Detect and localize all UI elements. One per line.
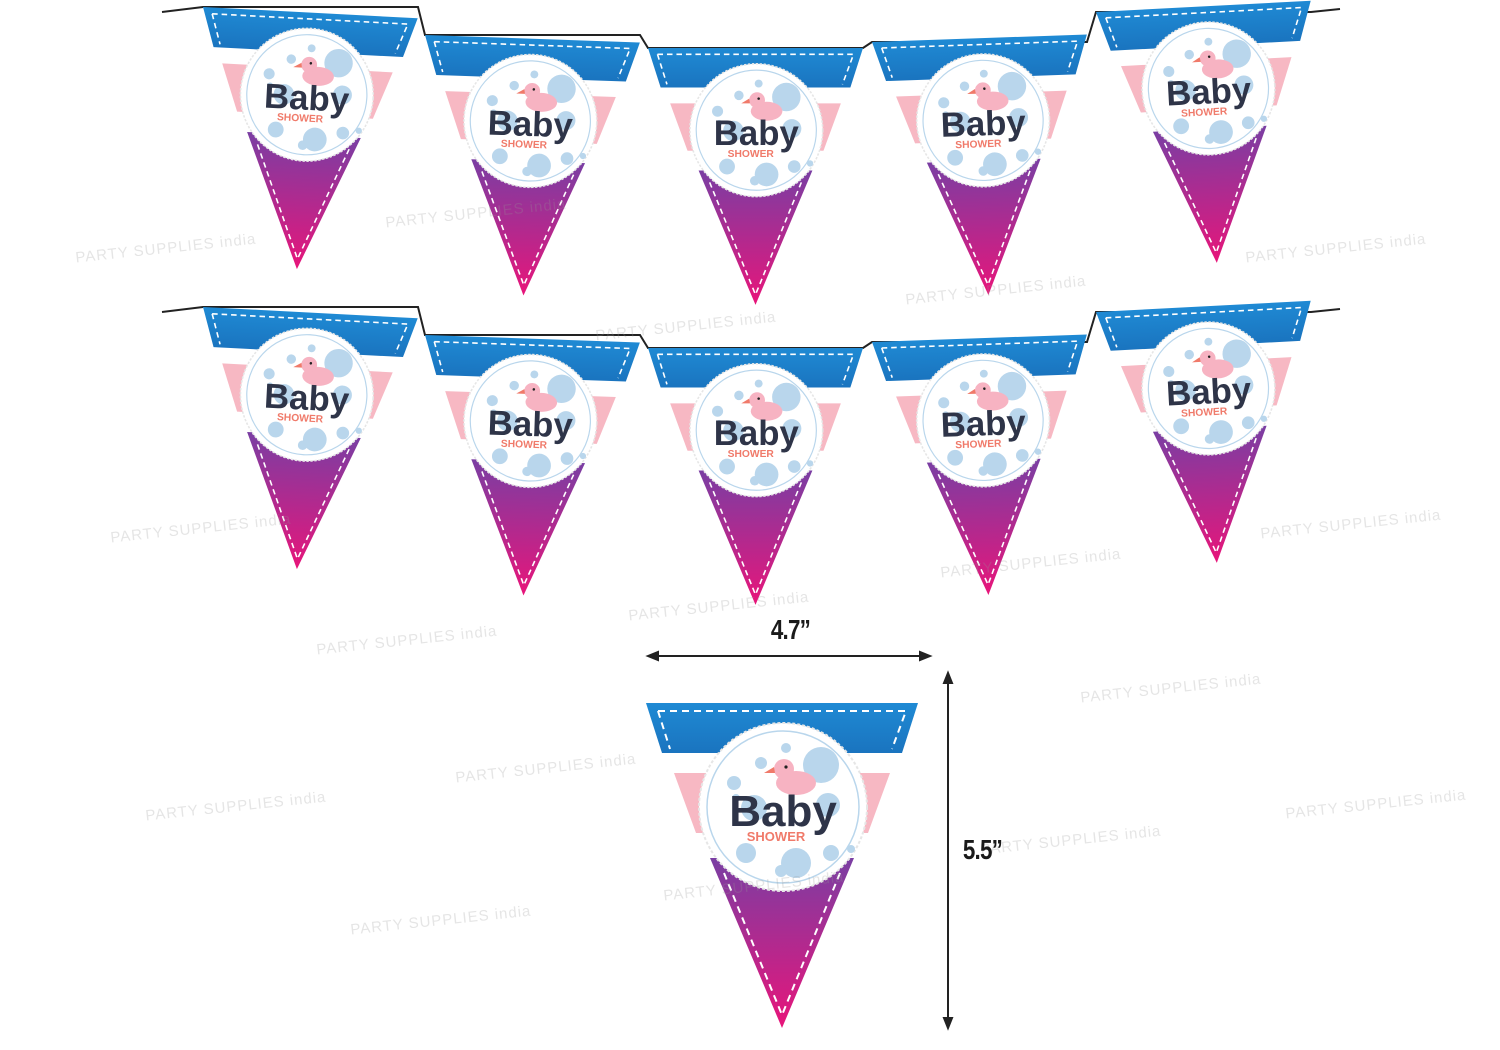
pennant-flag: Baby SHOWER	[648, 48, 863, 305]
pennant-title: Baby	[729, 787, 837, 836]
pennant-title: Baby	[940, 404, 1027, 445]
pennant-title: Baby	[263, 378, 351, 420]
pennant-subtitle: SHOWER	[728, 449, 775, 460]
pennant-triangle	[926, 158, 1041, 295]
pennant-triangle	[698, 470, 813, 605]
pennant-triangle	[471, 159, 586, 296]
pennant-flag: Baby SHOWER	[1096, 300, 1311, 563]
pennant-triangle	[1152, 125, 1267, 263]
pennant-flag: Baby SHOWER	[425, 35, 640, 296]
pennant-flag: Baby SHOWER	[1096, 0, 1311, 263]
pennant-subtitle: SHOWER	[1181, 106, 1228, 119]
pennant-title: Baby	[487, 104, 574, 145]
pennant-title: Baby	[1165, 71, 1253, 113]
rubber-duck-icon	[967, 82, 1009, 111]
pennant-title: Baby	[487, 404, 574, 445]
pennant-subtitle: SHOWER	[747, 829, 806, 844]
pennant-title: Baby	[940, 104, 1027, 145]
pennant-triangle	[698, 170, 813, 305]
pennant-flag-enlarged: Baby SHOWER	[646, 703, 918, 1028]
pennant-title: Baby	[714, 115, 800, 153]
rubber-duck-icon	[741, 92, 783, 121]
pennant-title: Baby	[1165, 371, 1253, 413]
pennant-subtitle: SHOWER	[277, 412, 324, 425]
pennant-triangle	[1152, 425, 1267, 563]
rubber-duck-icon	[764, 759, 816, 795]
rubber-duck-icon	[1192, 50, 1234, 79]
rubber-duck-icon	[293, 56, 334, 86]
height-label: 5.5”	[962, 834, 1003, 865]
pennant-triangle	[247, 131, 361, 270]
width-dimension-arrow	[645, 650, 933, 662]
pennant-subtitle: SHOWER	[501, 139, 548, 152]
width-label: 4.7”	[770, 614, 811, 645]
pennant-subtitle: SHOWER	[955, 139, 1002, 152]
pennant-title: Baby	[714, 415, 800, 453]
pennant-subtitle: SHOWER	[501, 439, 548, 452]
pennant-flag: Baby SHOWER	[425, 335, 640, 596]
pennant-triangle	[471, 459, 586, 596]
pennant-flag: Baby SHOWER	[872, 34, 1087, 295]
rubber-duck-icon	[293, 356, 334, 386]
pennant-subtitle: SHOWER	[1181, 406, 1228, 419]
pennant-subtitle: SHOWER	[955, 439, 1002, 452]
rubber-duck-icon	[516, 83, 558, 112]
pennant-triangle	[710, 858, 854, 1028]
rubber-duck-icon	[741, 392, 783, 421]
pennant-triangle	[926, 458, 1041, 595]
rubber-duck-icon	[516, 383, 558, 412]
pennant-flag: Baby SHOWER	[648, 348, 863, 605]
rubber-duck-icon	[1192, 350, 1234, 379]
pennant-triangle	[247, 431, 361, 570]
height-dimension-arrow	[942, 670, 954, 1031]
pennant-flag: Baby SHOWER	[203, 307, 418, 570]
rubber-duck-icon	[967, 382, 1009, 411]
pennant-subtitle: SHOWER	[277, 112, 324, 125]
pennant-title: Baby	[263, 78, 351, 120]
pennant-flag: Baby SHOWER	[872, 334, 1087, 595]
pennant-subtitle: SHOWER	[728, 149, 775, 160]
pennant-flag: Baby SHOWER	[203, 7, 418, 270]
